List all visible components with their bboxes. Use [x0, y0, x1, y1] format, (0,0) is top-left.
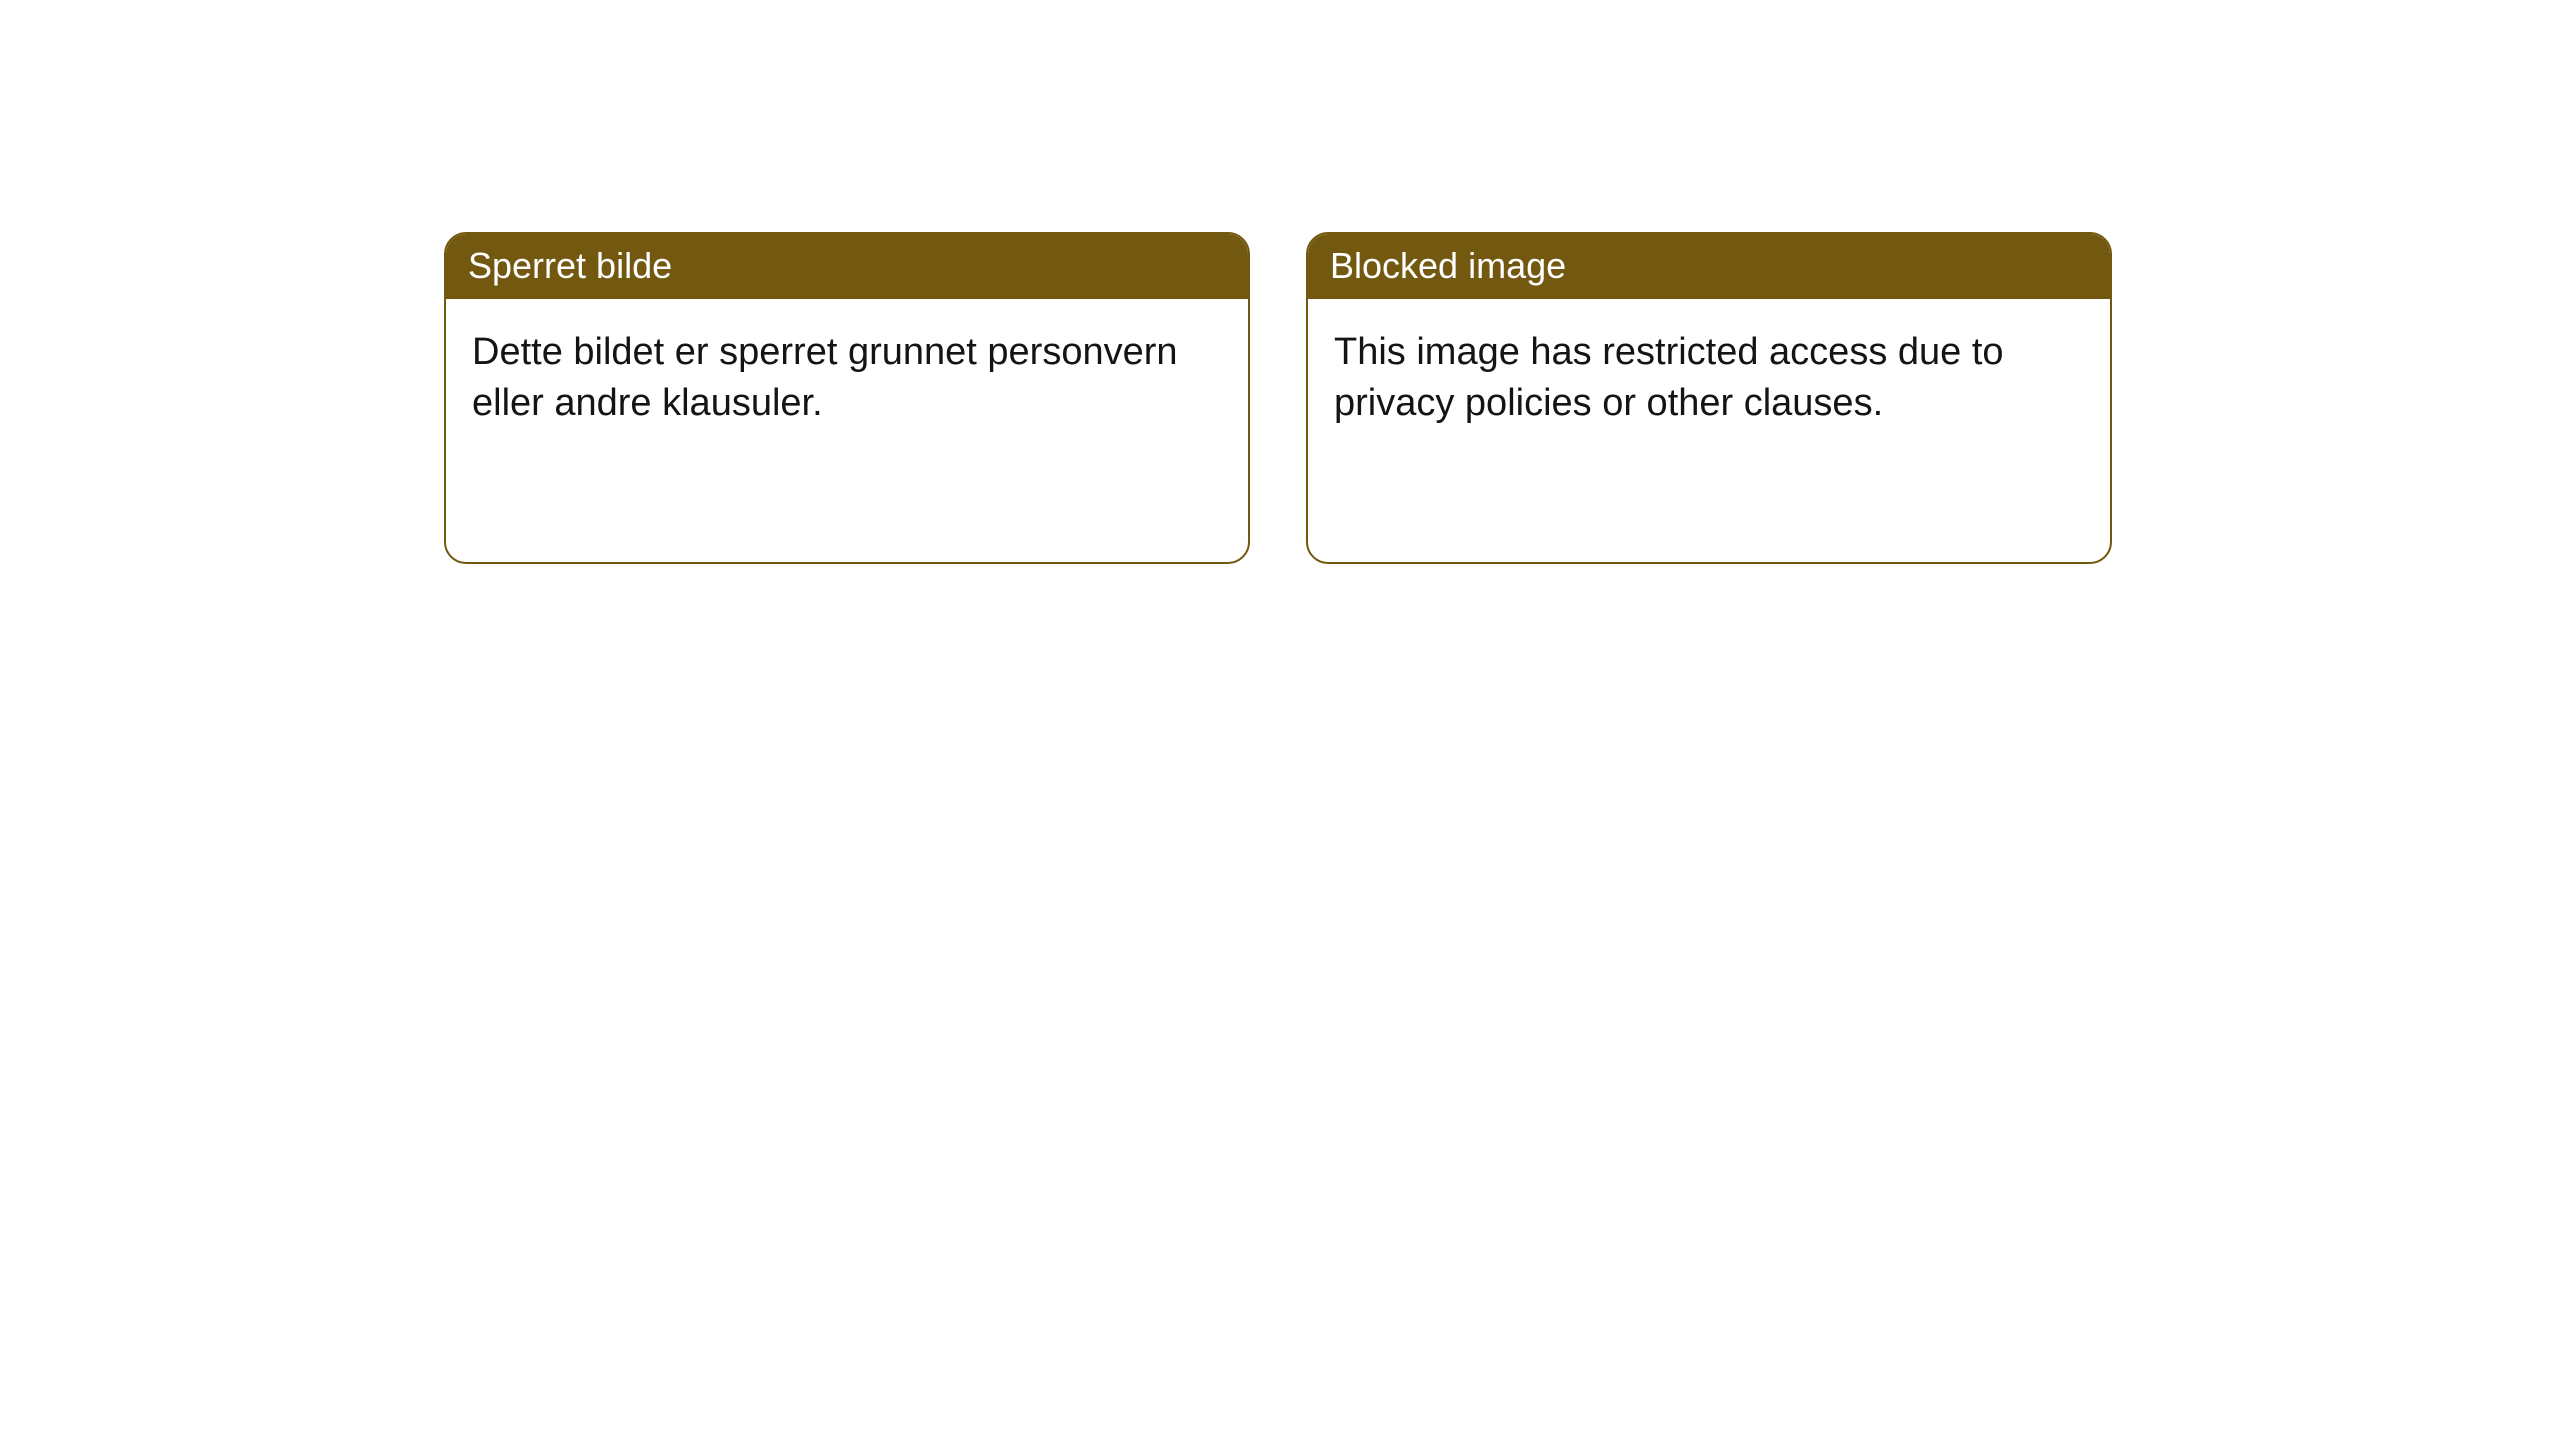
- notice-row: Sperret bilde Dette bildet er sperret gr…: [0, 0, 2560, 564]
- notice-card-en: Blocked image This image has restricted …: [1306, 232, 2112, 564]
- notice-title-en: Blocked image: [1308, 234, 2110, 299]
- notice-card-no: Sperret bilde Dette bildet er sperret gr…: [444, 232, 1250, 564]
- notice-body-no: Dette bildet er sperret grunnet personve…: [446, 299, 1248, 458]
- notice-body-en: This image has restricted access due to …: [1308, 299, 2110, 458]
- notice-title-no: Sperret bilde: [446, 234, 1248, 299]
